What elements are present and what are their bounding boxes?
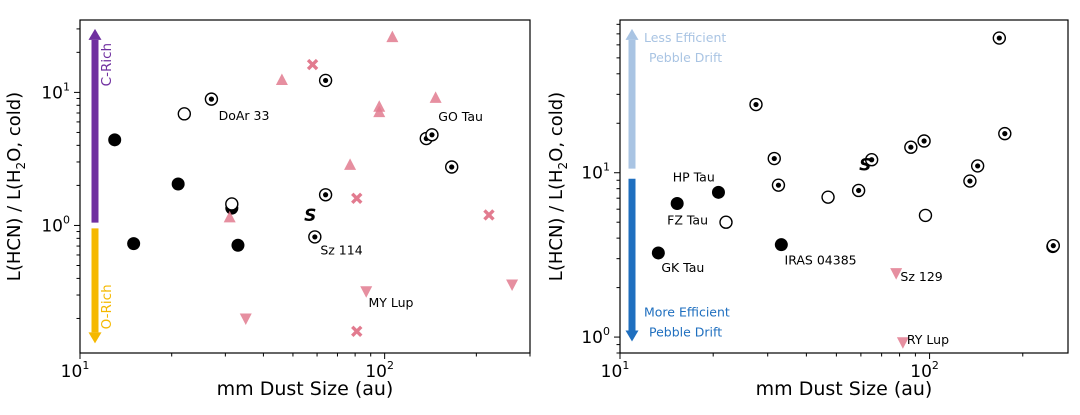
annotation-label: FZ Tau [667,212,708,227]
y-tick-label: 101 [41,80,70,103]
data-point-dot-circle [1046,238,1061,253]
data-point-dot-circle [998,126,1012,141]
data-point-filled-circle [108,133,122,147]
data-point-filled-circle [774,238,788,252]
y-tick-label: 100 [581,325,610,348]
arrow-label: O-Rich [99,284,115,329]
arrow-label: C-Rich [99,43,115,86]
x-axis: 101 102 [61,353,531,382]
x-tick-label: 101 [601,359,630,382]
data-point-filled-circle [651,246,665,260]
annotation-label: MY Lup [368,295,413,310]
data-point-triangle-down [896,337,909,349]
data-point-filled-circle [670,196,684,210]
y-axis-label: L(HCN) / L(H2O, cold) [546,92,570,281]
arrow-label: Less Efficient Pebble Drift [644,30,726,65]
data-point-open-circle [821,190,835,204]
special-marker-s: S [859,156,871,176]
annotation-label: DoAr 33 [219,108,270,123]
annotation-label: HP Tau [673,169,715,184]
plot-frame [79,19,531,354]
data-point-triangle-up [386,30,399,43]
annotation-label: GO Tau [438,109,483,124]
chart-panel-1: C-Rich O-Rich S DoAr 33 GO Tau Sz 114 MY Lup 10… [4,19,531,400]
data-point-x [351,192,363,204]
x-tick-label: 102 [365,359,394,382]
data-point-x [351,325,363,338]
data-point-triangle-down [239,313,252,325]
chart-panel-2: Less Efficient Pebble Drift More Efficient… [546,19,1069,400]
arrow-head [625,28,639,40]
data-point-dot-circle [992,31,1007,45]
data-point-filled-circle [171,177,185,191]
data-point-triangle-up [429,91,442,103]
arrow-down: O-Rich [88,228,115,344]
y-axis-label: L(HCN) / L(H2O, cold) [4,92,28,281]
y-axis: 100 101 [41,28,80,319]
data-point-dot-circle [318,73,333,88]
arrow-down: More Efficient Pebble Drift [625,178,730,342]
data-point-dot-circle [864,153,879,167]
data-point-dot-circle [204,92,219,106]
data-markers [108,30,519,338]
plot-frame [619,19,1069,354]
data-point-filled-circle [711,185,725,199]
data-point-triangle-up [275,73,288,85]
data-point-dot-circle [851,183,866,198]
data-point-dot-circle [904,140,918,154]
data-point-dot-circle [308,230,322,244]
data-point-triangle-up [223,210,236,223]
annotation-label: Sz 114 [320,243,362,258]
x-axis: 101 102 [601,353,1024,382]
data-point-filled-circle [231,238,245,252]
data-point-dot-circle [767,151,781,166]
arrow-label: More Efficient Pebble Drift [644,304,730,339]
data-point-open-circle [918,208,933,223]
data-point-dot-circle [970,159,985,173]
annotation-label: Sz 129 [900,269,942,284]
data-point-triangle-up [344,158,357,170]
data-point-triangle-down [506,279,519,291]
annotation-label: RY Lup [907,332,949,347]
annotation-label: GK Tau [661,260,704,275]
data-point-open-circle [719,215,733,229]
arrow-up: Less Efficient Pebble Drift [625,28,726,169]
x-axis-label: mm Dust Size (au) [217,378,394,400]
arrow-head [88,28,102,40]
data-point-open-circle [225,197,239,211]
x-tick-label: 102 [910,359,939,382]
data-point-dot-circle [425,128,439,142]
data-point-dot-circle [749,97,763,112]
arrow-head [625,330,639,342]
data-point-triangle-up [373,105,386,118]
data-point-dot-circle [917,134,931,148]
arrow-head [88,332,102,344]
arrow-up: C-Rich [88,28,115,223]
y-axis: 100 101 [581,23,620,354]
data-point-dot-circle [771,178,786,192]
special-marker-s: S [304,206,316,226]
x-tick-label: 101 [61,359,90,382]
x-axis-label: mm Dust Size (au) [756,378,933,400]
data-point-x [483,209,495,221]
y-tick-label: 101 [581,161,610,184]
annotation-label: IRAS 04385 [785,253,857,268]
data-point-dot-circle [963,174,977,188]
data-point-x [306,58,319,71]
data-point-triangle-down [890,268,903,280]
data-point-open-circle [177,107,192,121]
data-point-filled-circle [127,237,141,251]
data-markers [651,31,1061,349]
data-point-triangle-down [360,286,373,298]
data-point-dot-circle [318,188,333,202]
data-point-dot-circle [445,160,459,174]
y-tick-label: 100 [41,213,70,236]
